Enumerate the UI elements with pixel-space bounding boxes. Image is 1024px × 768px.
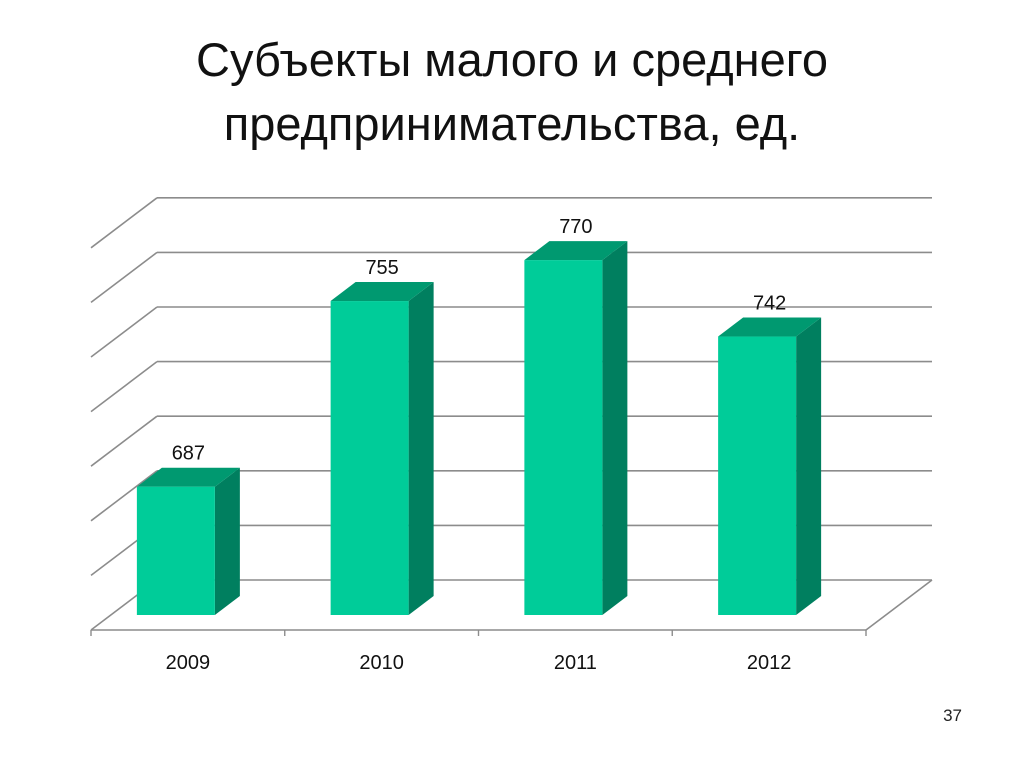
- side-wall-gridline: [90, 360, 158, 413]
- bar: [718, 336, 797, 615]
- bar-top: [330, 282, 434, 302]
- data-label: 770: [559, 216, 592, 238]
- side-wall-gridline: [90, 470, 158, 522]
- bar-side: [214, 467, 240, 615]
- side-wall-gridline: [90, 197, 158, 249]
- slide-title-line-1: Субъекты малого и среднего: [196, 33, 828, 86]
- data-label: 755: [365, 257, 398, 279]
- page-number: 37: [943, 706, 962, 725]
- bar: [330, 301, 409, 615]
- bar-top: [136, 467, 240, 487]
- bar-top: [718, 317, 822, 337]
- slide-title: Субъекты малого и среднего предпринимате…: [0, 28, 1024, 156]
- data-label: 687: [172, 443, 205, 465]
- bar-top: [524, 241, 628, 261]
- bar: [524, 260, 603, 615]
- side-wall-gridline: [90, 415, 158, 467]
- slide-title-line-2: предпринимательства, ед.: [223, 97, 801, 150]
- side-wall-gridline: [90, 251, 158, 304]
- x-tick-label: 2009: [166, 652, 211, 674]
- x-tick-label: 2010: [359, 652, 404, 674]
- side-wall-gridline: [90, 306, 158, 358]
- data-label: 742: [753, 293, 786, 315]
- x-tick-label: 2011: [554, 652, 597, 674]
- bar: [136, 486, 215, 615]
- floor-right-edge: [865, 579, 933, 631]
- x-tick-label: 2012: [747, 652, 792, 674]
- bar-side: [796, 317, 822, 615]
- bar-side: [408, 282, 434, 615]
- bar-side: [602, 241, 628, 615]
